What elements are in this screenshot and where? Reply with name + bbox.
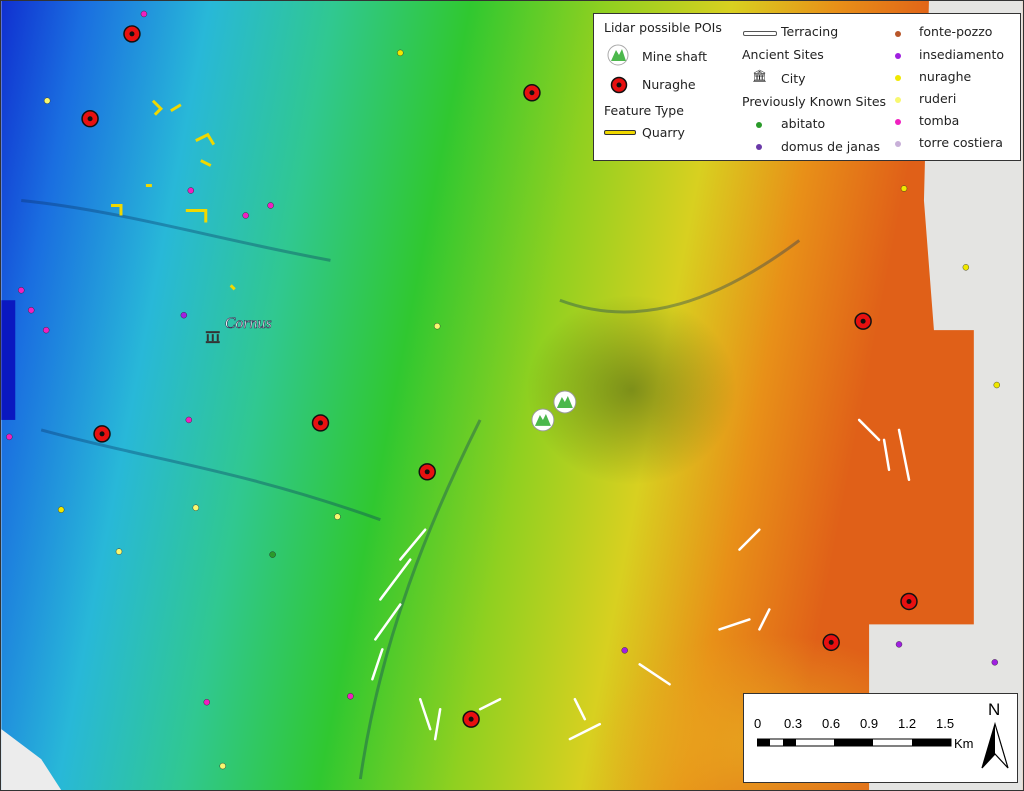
legend-torre-costiera: torre costiera [919,135,1003,150]
scale-tick: 0 [754,716,762,731]
map-legend: Lidar possible POIs Mine shaft Nuraghe F… [593,13,1021,161]
scale-unit: Km [954,736,974,751]
legend-terracing: Terracing [781,24,839,39]
scale-tick: 0.9 [860,716,879,731]
mine-shaft-icon[interactable] [553,390,577,414]
nuraghe-marker[interactable] [900,592,918,611]
city-marker[interactable]: Cornus [205,315,272,344]
mine-shaft-icon[interactable] [531,408,555,432]
legend-domus-de-janas: domus de janas [781,139,880,154]
mine-shaft-icon [607,44,629,66]
legend-quarry: Quarry [642,125,685,140]
fonte-pozzo-dot-icon [895,31,901,37]
scale-tick: 0.6 [822,716,841,731]
city-label: Cornus [225,315,272,332]
ruderi-dot-icon [895,97,901,103]
quarry-features [111,99,236,291]
legend-tomba: tomba [919,113,960,128]
domus-de-janas-dot-icon [756,144,762,150]
city-icon: 🏛 [752,69,768,83]
mine-shaft-markers [531,390,577,432]
legend-nuraghe-site: nuraghe [919,69,972,84]
legend-ancient-sites-title: Ancient Sites [742,47,824,62]
legend-abitato: abitato [781,116,826,131]
nuraghe-markers [81,25,918,728]
insediamento-dot-icon [895,53,901,59]
nuraghe-marker[interactable] [523,84,541,102]
legend-ruderi: ruderi [919,91,957,106]
legend-insediamento: insediamento [919,47,1005,62]
legend-mine-shaft: Mine shaft [642,49,708,64]
city-icon [205,331,220,344]
scale-tick: 0.3 [784,716,803,731]
legend-lidar-title: Lidar possible POIs [604,20,722,35]
legend-fonte-pozzo: fonte-pozzo [919,24,993,39]
scale-bar-graphic [757,738,952,747]
nuraghe-marker[interactable] [81,109,99,128]
nuraghe-marker[interactable] [822,633,840,652]
torre-costiera-dot-icon [895,141,901,147]
terracing-line-icon [743,31,777,36]
abitato-dot-icon [756,122,762,128]
nuraghe-marker[interactable] [93,425,111,443]
scale-tick: 1.2 [898,716,917,731]
north-arrow-icon [981,722,1009,769]
nuraghe-marker[interactable] [418,463,436,481]
terracing-features [371,418,911,741]
coast-sea [1,300,16,420]
nuraghe-icon [610,76,628,94]
nuraghe-marker[interactable] [123,25,141,43]
nuraghe-marker[interactable] [854,312,872,330]
known-sites-dots [6,10,1000,770]
valleys [21,199,801,780]
quarry-line-icon [604,130,636,135]
north-label: N [988,700,1001,719]
basemap-area-east [869,1,1023,790]
nuraghe-marker[interactable] [462,710,480,728]
legend-city: City [781,71,806,86]
scale-bar: 0 0.3 0.6 0.9 1.2 1.5 Km N [743,693,1018,783]
scale-tick: 1.5 [936,716,955,731]
nuraghe-marker[interactable] [311,414,330,432]
legend-nuraghe: Nuraghe [642,77,696,92]
legend-feature-type-title: Feature Type [604,103,684,118]
legend-known-sites-title: Previously Known Sites [742,94,887,109]
tomba-dot-icon [895,119,901,125]
basemap-area-southwest [1,729,62,790]
nuraghe-dot-icon [895,75,901,81]
